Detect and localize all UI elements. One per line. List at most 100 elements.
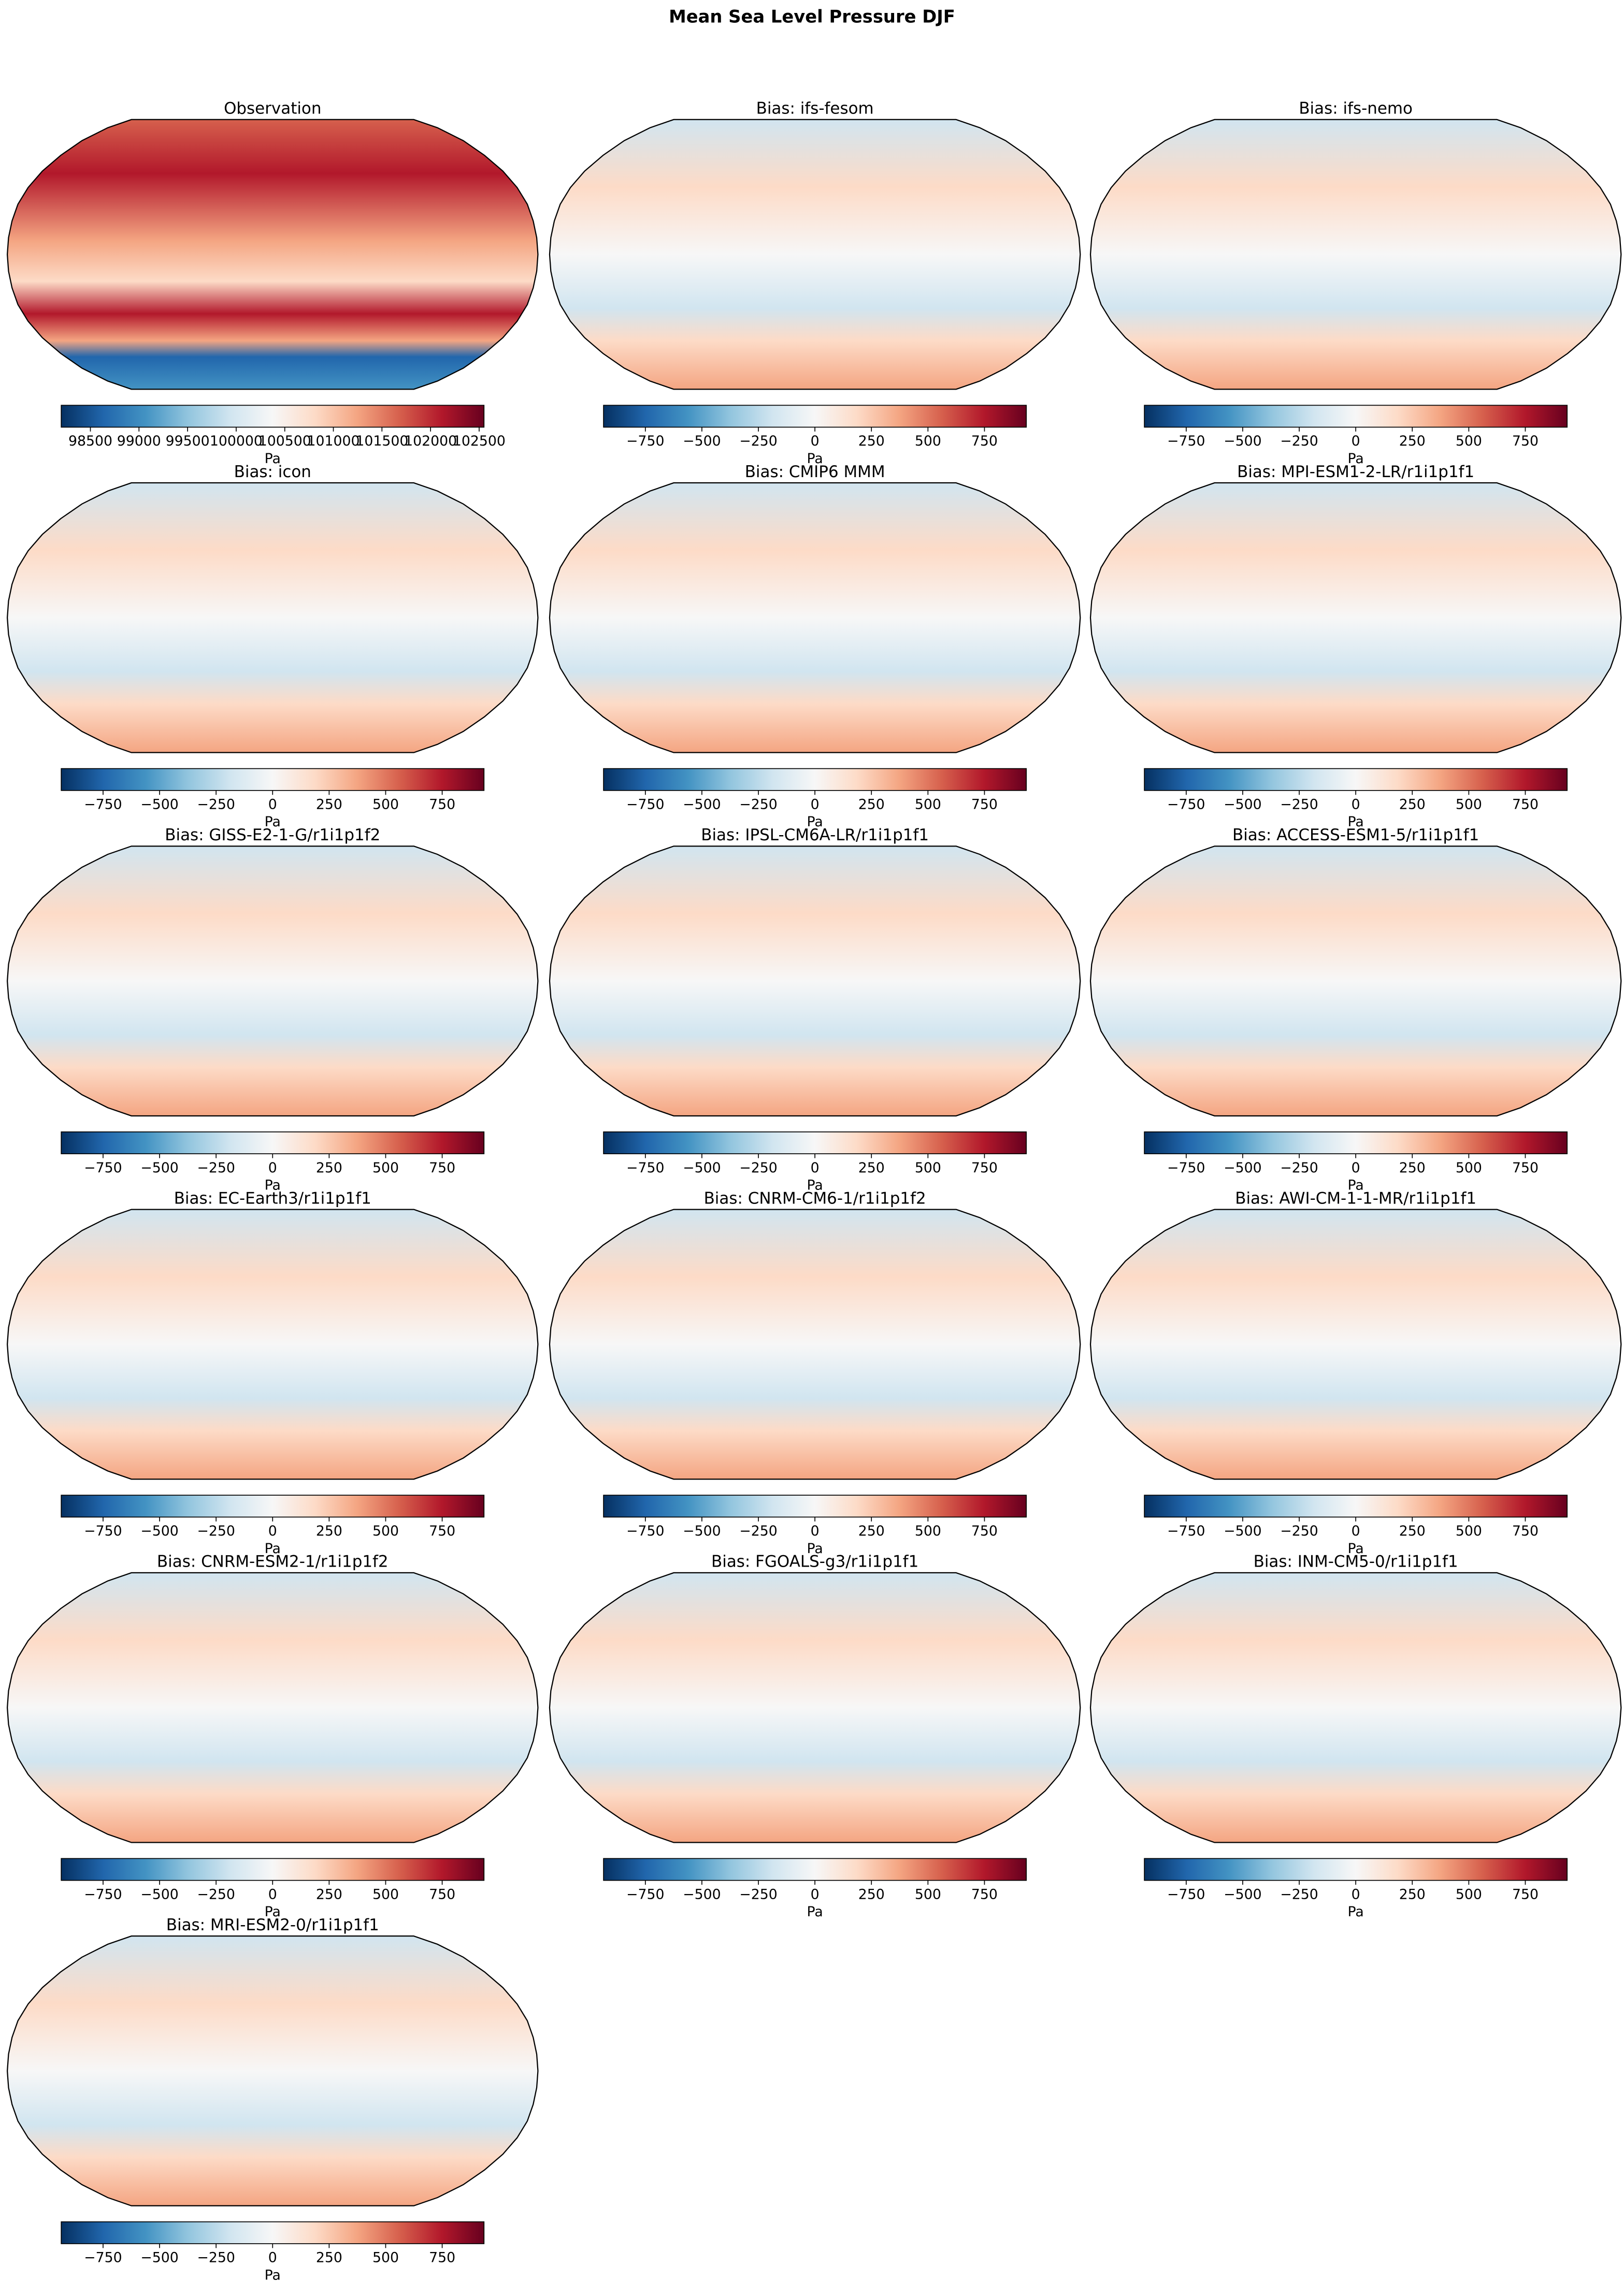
colorbar-tick-label: 500 (1456, 1523, 1482, 1539)
colorbar (603, 405, 1027, 428)
panel-title: Bias: ACCESS-ESM1-5/r1i1p1f1 (1232, 826, 1479, 844)
colorbar-tick-label: 0 (1352, 433, 1360, 449)
colorbar-tick-label: 500 (915, 433, 941, 449)
panel-title: Bias: MPI-ESM1-2-LR/r1i1p1f1 (1237, 463, 1474, 481)
map (1089, 845, 1622, 1117)
colorbar-tick-label: 100000 (210, 433, 263, 449)
colorbar-tick-label: 250 (1399, 796, 1426, 812)
colorbar-label: Pa (1348, 814, 1364, 830)
colorbar-tick-label: 500 (372, 2250, 399, 2266)
colorbar-tick-label: −250 (197, 796, 235, 812)
colorbar-tick-label: −500 (683, 796, 721, 812)
colorbar-tick-label: 0 (811, 796, 820, 812)
colorbar-tick-label: 250 (1399, 1886, 1426, 1902)
colorbar-tick-label: −250 (1280, 1523, 1318, 1539)
colorbar-tick-label: 750 (1512, 1523, 1539, 1539)
colorbar-tick-label: 500 (372, 1160, 399, 1176)
colorbar-tick-label: 0 (268, 1523, 277, 1539)
colorbar-tick-label: −750 (626, 1886, 664, 1902)
colorbar-tick-label: −500 (140, 2250, 178, 2266)
colorbar-tick-label: 102500 (453, 433, 506, 449)
map (6, 119, 539, 390)
colorbar-tick-label: 250 (316, 1160, 342, 1176)
colorbar-tick-label: 0 (811, 433, 820, 449)
colorbar-tick-label: 500 (372, 1886, 399, 1902)
colorbar-tick-label: 750 (1512, 1886, 1539, 1902)
colorbar (61, 1858, 485, 1881)
colorbar-label: Pa (807, 814, 823, 830)
colorbar-tick-label: −750 (84, 796, 122, 812)
colorbar-tick-label: −500 (140, 796, 178, 812)
colorbar (603, 768, 1027, 791)
colorbar-tick-label: 500 (915, 1160, 941, 1176)
colorbar-tick-label: 500 (1456, 1886, 1482, 1902)
colorbar-tick-label: −500 (683, 1523, 721, 1539)
colorbar-tick-label: −750 (626, 433, 664, 449)
map (549, 845, 1081, 1117)
colorbar-tick-label: 0 (1352, 1523, 1360, 1539)
colorbar-tick-label: 250 (316, 2250, 342, 2266)
colorbar-tick-label: 101500 (355, 433, 408, 449)
colorbar-tick-label: −250 (197, 1160, 235, 1176)
colorbar-tick-label: 0 (811, 1523, 820, 1539)
colorbar-tick-label: 250 (316, 1523, 342, 1539)
colorbar-tick-label: 0 (268, 1160, 277, 1176)
colorbar-tick-label: 500 (1456, 433, 1482, 449)
colorbar-label: Pa (1348, 1904, 1364, 1920)
colorbar-tick-label: 500 (915, 1886, 941, 1902)
colorbar-label: Pa (265, 2267, 281, 2281)
colorbar-tick-label: 0 (811, 1160, 820, 1176)
colorbar-tick-label: 102000 (404, 433, 457, 449)
colorbar-tick-label: −250 (1280, 1886, 1318, 1902)
colorbar-tick-label: 500 (372, 1523, 399, 1539)
colorbar-tick-label: −500 (140, 1886, 178, 1902)
colorbar-label: Pa (807, 1541, 823, 1557)
map (549, 119, 1081, 390)
colorbar-tick-label: −250 (1280, 433, 1318, 449)
colorbar-tick-label: −250 (197, 2250, 235, 2266)
figure-title: Mean Sea Level Pressure DJF (669, 6, 955, 26)
colorbar-tick-label: −500 (683, 1886, 721, 1902)
colorbar-tick-label: 750 (1512, 796, 1539, 812)
colorbar-tick-label: 0 (268, 796, 277, 812)
map (6, 1209, 539, 1480)
panel-title: Bias: INM-CM5-0/r1i1p1f1 (1254, 1553, 1458, 1571)
colorbar-tick-label: −750 (84, 1523, 122, 1539)
colorbar-tick-label: 100500 (258, 433, 311, 449)
colorbar-tick-label: 0 (268, 2250, 277, 2266)
colorbar-tick-label: −500 (140, 1523, 178, 1539)
colorbar (61, 2221, 485, 2244)
panel-title: Bias: CMIP6 MMM (745, 463, 885, 481)
colorbar-tick-label: 750 (971, 1523, 998, 1539)
colorbar-tick-label: −250 (739, 1160, 777, 1176)
colorbar-tick-label: −750 (84, 1886, 122, 1902)
colorbar-tick-label: −500 (1224, 1886, 1261, 1902)
colorbar-tick-label: 250 (858, 1886, 885, 1902)
colorbar (61, 1495, 485, 1518)
panel-title: Bias: GISS-E2-1-G/r1i1p1f2 (165, 826, 380, 844)
colorbar-tick-label: −500 (1224, 796, 1261, 812)
colorbar-tick-label: 750 (1512, 433, 1539, 449)
map (1089, 119, 1622, 390)
map (549, 482, 1081, 753)
colorbar-label: Pa (265, 1541, 281, 1557)
colorbar (1144, 768, 1568, 791)
map (549, 1209, 1081, 1480)
colorbar (61, 405, 485, 428)
colorbar-tick-label: 250 (858, 796, 885, 812)
colorbar-tick-label: 250 (316, 796, 342, 812)
colorbar-tick-label: −500 (1224, 1523, 1261, 1539)
colorbar (1144, 1858, 1568, 1881)
colorbar-tick-label: 500 (1456, 796, 1482, 812)
colorbar-tick-label: 250 (858, 1523, 885, 1539)
colorbar-tick-label: −500 (140, 1160, 178, 1176)
colorbar (61, 1131, 485, 1154)
colorbar-tick-label: −500 (1224, 1160, 1261, 1176)
colorbar-tick-label: −500 (683, 1160, 721, 1176)
colorbar-tick-label: 750 (971, 1160, 998, 1176)
colorbar-tick-label: −500 (1224, 433, 1261, 449)
panel-title: Bias: FGOALS-g3/r1i1p1f1 (711, 1553, 918, 1571)
colorbar-tick-label: −750 (626, 1160, 664, 1176)
colorbar-tick-label: 0 (811, 1886, 820, 1902)
